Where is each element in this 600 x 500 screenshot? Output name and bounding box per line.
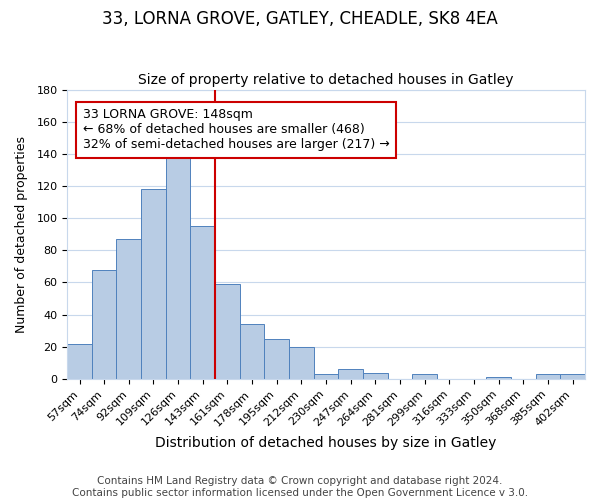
Bar [265, 339, 289, 379]
Bar [338, 370, 363, 379]
Text: Contains HM Land Registry data © Crown copyright and database right 2024.
Contai: Contains HM Land Registry data © Crown c… [72, 476, 528, 498]
Bar [92, 270, 116, 379]
Bar [240, 324, 265, 379]
Bar [314, 374, 338, 379]
Bar [536, 374, 560, 379]
Bar [487, 378, 511, 379]
Bar [116, 239, 141, 379]
Y-axis label: Number of detached properties: Number of detached properties [15, 136, 28, 333]
Bar [215, 284, 240, 379]
Bar [166, 154, 190, 379]
X-axis label: Distribution of detached houses by size in Gatley: Distribution of detached houses by size … [155, 436, 497, 450]
Bar [560, 374, 585, 379]
Text: 33, LORNA GROVE, GATLEY, CHEADLE, SK8 4EA: 33, LORNA GROVE, GATLEY, CHEADLE, SK8 4E… [102, 10, 498, 28]
Bar [289, 347, 314, 379]
Bar [190, 226, 215, 379]
Title: Size of property relative to detached houses in Gatley: Size of property relative to detached ho… [139, 73, 514, 87]
Bar [141, 189, 166, 379]
Text: 33 LORNA GROVE: 148sqm
← 68% of detached houses are smaller (468)
32% of semi-de: 33 LORNA GROVE: 148sqm ← 68% of detached… [83, 108, 389, 152]
Bar [412, 374, 437, 379]
Bar [67, 344, 92, 379]
Bar [363, 372, 388, 379]
